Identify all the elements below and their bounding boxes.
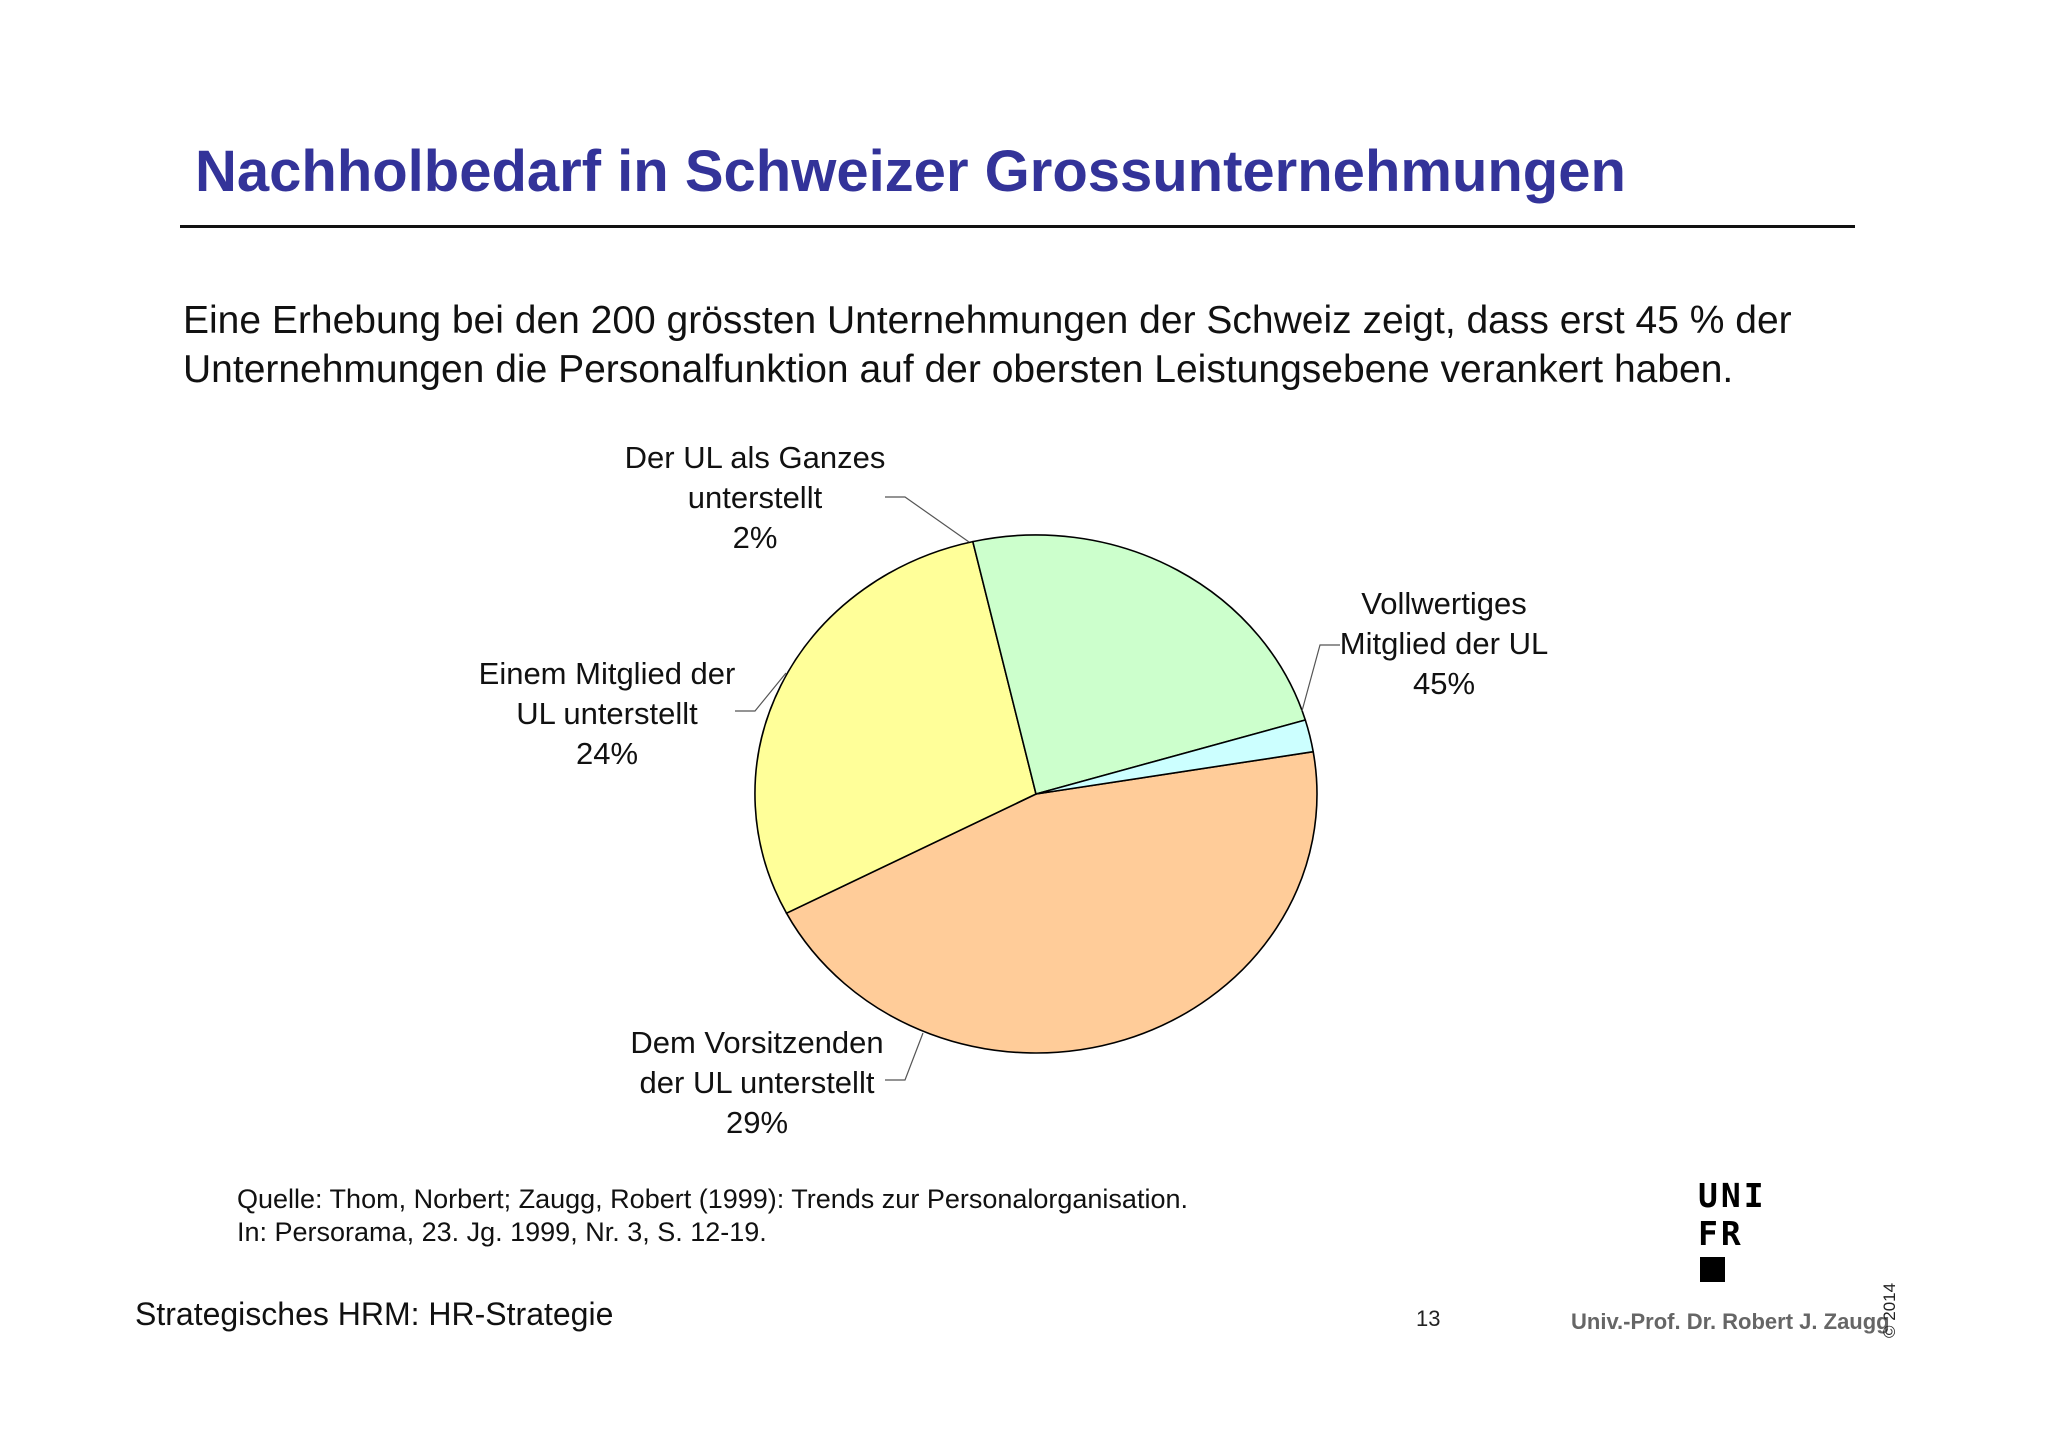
slice-label-4-line-2: unterstellt: [688, 480, 823, 515]
slice-label-3-line-2: UL unterstellt: [516, 696, 698, 731]
slice-label-3-line-1: Einem Mitglied der: [479, 656, 736, 691]
leader-line-3: [735, 672, 787, 712]
intro-text: Eine Erhebung bei den 200 grössten Unter…: [183, 296, 1903, 394]
author-name: Univ.-Prof. Dr. Robert J. Zaugg: [1571, 1309, 1890, 1334]
logo-line-1: UNI: [1698, 1178, 1767, 1215]
intro-line-2: Unternehmungen die Personalfunktion auf …: [183, 348, 1734, 391]
pie-slice-1: [785, 750, 1318, 1054]
leader-line-1: [1301, 644, 1340, 712]
logo-line-2: FR: [1698, 1214, 1744, 1253]
logo-square: [1700, 1257, 1725, 1282]
slice-label-2-line-3: 29%: [726, 1105, 788, 1140]
title-underline: [180, 225, 1855, 228]
pie-slice-3: [972, 534, 1307, 795]
source-line-1: Quelle: Thom, Norbert; Zaugg, Robert (19…: [237, 1184, 1188, 1214]
slice-label-2-line-2: der UL unterstellt: [640, 1065, 875, 1100]
slice-label-1-line-1: Vollwertiges: [1361, 586, 1526, 621]
leader-line-4: [885, 496, 970, 543]
slice-label-1: Vollwertiges Mitglied der UL 45%: [1340, 586, 1548, 701]
unifr-logo: UNI FR: [1698, 1178, 1798, 1286]
slice-label-1-line-2: Mitglied der UL: [1340, 626, 1548, 661]
leader-line-2: [885, 1032, 924, 1081]
slice-label-2-line-1: Dem Vorsitzenden: [630, 1025, 883, 1060]
page-number: 13: [1416, 1306, 1441, 1331]
intro-line-1: Eine Erhebung bei den 200 grössten Unter…: [183, 299, 1792, 342]
slice-label-4-line-3: 2%: [733, 520, 778, 555]
pie-slice-4: [1035, 719, 1314, 795]
slice-label-2: Dem Vorsitzenden der UL unterstellt 29%: [630, 1025, 883, 1140]
slice-label-4-line-1: Der UL als Ganzes: [625, 440, 886, 475]
slice-label-3-line-3: 24%: [576, 736, 638, 771]
slice-label-1-line-3: 45%: [1413, 666, 1475, 701]
source-citation: Quelle: Thom, Norbert; Zaugg, Robert (19…: [237, 1183, 1188, 1249]
footer-course-title: Strategisches HRM: HR-Strategie: [135, 1296, 614, 1332]
source-line-2: In: Persorama, 23. Jg. 1999, Nr. 3, S. 1…: [237, 1217, 767, 1247]
pie-slice-2: [754, 540, 1037, 914]
slice-label-4: Der UL als Ganzes unterstellt 2%: [625, 440, 886, 555]
slice-label-3: Einem Mitglied der UL unterstellt 24%: [479, 656, 736, 771]
copyright-notice: © 2014: [1880, 1282, 1899, 1338]
slide-title: Nachholbedarf in Schweizer Grossunterneh…: [195, 139, 1626, 204]
